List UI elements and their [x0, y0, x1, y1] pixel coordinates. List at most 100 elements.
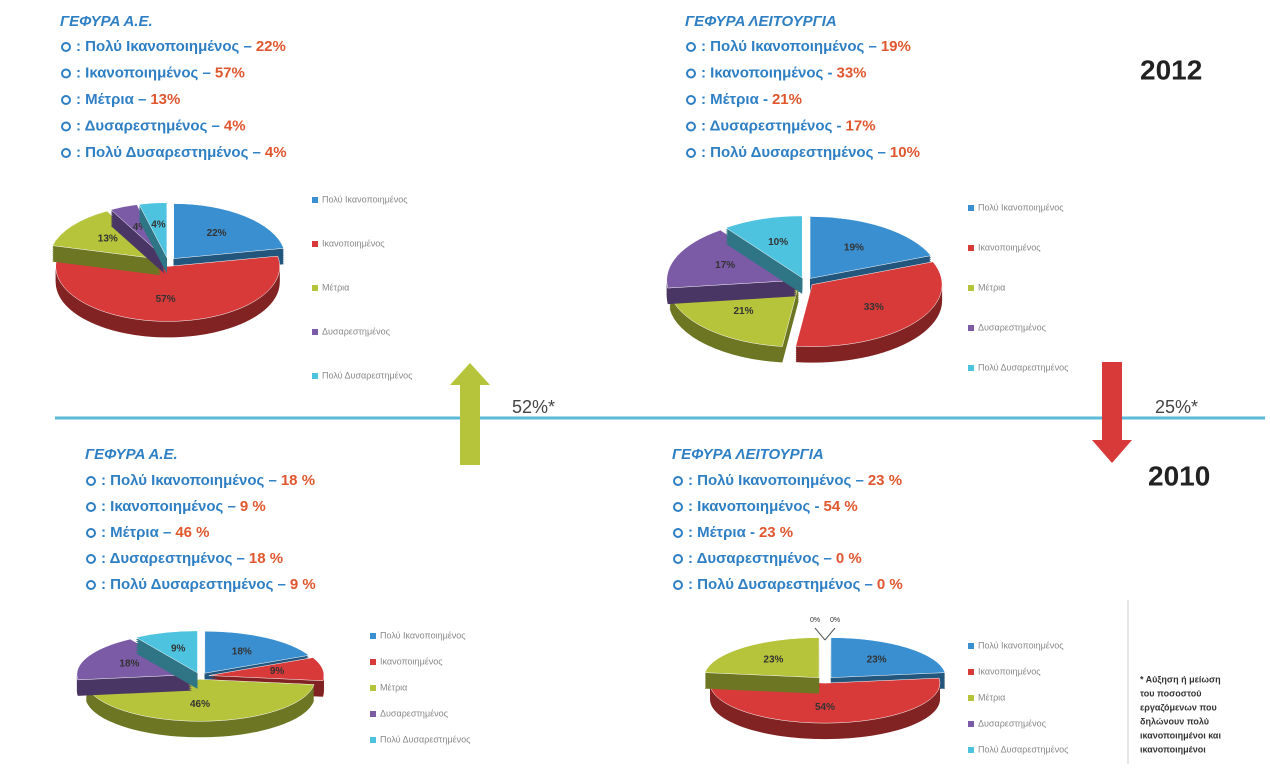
summary-pct: 23 % — [868, 472, 902, 489]
zero-leader — [814, 627, 826, 641]
summary-pct: 9 % — [290, 576, 316, 593]
value-label: 54% — [815, 702, 835, 713]
legend-label: Πολύ Δυσαρεστημένος — [978, 362, 1069, 372]
slice-top — [208, 657, 325, 682]
pie-slice — [824, 627, 836, 641]
value-label: 21% — [733, 306, 753, 317]
value-label: 18% — [232, 647, 252, 658]
summary-pct: 4% — [224, 117, 246, 134]
summary-line: : Ικανοποιημένος -33% — [701, 64, 867, 81]
summary-line: : Πολύ Ικανοποιημένος –19% — [701, 38, 911, 55]
legend-swatch — [312, 285, 318, 291]
summary-pct: 54 % — [823, 498, 857, 515]
footnote-line: εργαζόμενων που — [1140, 702, 1217, 712]
summary-pct: 17% — [846, 117, 876, 134]
legend-swatch — [312, 329, 318, 335]
value-label: 4% — [133, 222, 148, 233]
legend-label: Δυσαρεστημένος — [978, 718, 1047, 728]
value-label: 33% — [864, 302, 884, 313]
legend-label: Πολύ Δυσαρεστημένος — [978, 744, 1069, 754]
pie-slice — [110, 204, 165, 274]
pie-slice — [138, 202, 168, 274]
summary-icon — [86, 476, 96, 486]
value-label: 0% — [830, 617, 840, 624]
legend-swatch — [312, 197, 318, 203]
summary-pct: 10% — [890, 144, 920, 161]
legend-label: Δυσαρεστημένος — [978, 322, 1047, 332]
slice-top — [135, 630, 198, 674]
chart-title: ΓΕΦΥΡΑ ΛΕΙΤΟΥΡΓΙΑ — [672, 446, 824, 463]
legend-label: Δυσαρεστημένος — [380, 708, 449, 718]
legend-swatch — [370, 711, 376, 717]
summary-line: : Πολύ Δυσαρεστημένος –10% — [701, 144, 920, 161]
summary-icon — [686, 121, 696, 132]
legend-swatch — [968, 325, 974, 331]
summary-icon — [61, 42, 71, 52]
footnote-line: ικανοποιημένοι — [1140, 744, 1206, 754]
summary-line: : Δυσαρεστημένος –4% — [76, 117, 246, 134]
summary-pct: 19% — [881, 38, 911, 55]
summary-pct: 57% — [215, 64, 245, 81]
summary-icon — [673, 554, 683, 564]
pie-slice — [76, 638, 193, 696]
legend-label: Πολύ Δυσαρεστημένος — [322, 370, 413, 380]
value-label: 22% — [207, 228, 227, 239]
summary-icon — [86, 502, 96, 512]
summary-pct: 33% — [836, 64, 866, 81]
summary-line: : Πολύ Ικανοποιημένος –23 % — [688, 472, 902, 489]
pie-slice — [52, 210, 162, 276]
legend-swatch — [312, 241, 318, 247]
slice-top — [173, 203, 285, 259]
summary-label: : Μέτρια - — [688, 524, 755, 541]
summary-icon — [686, 95, 696, 105]
value-label: 9% — [171, 643, 186, 654]
summary-icon — [86, 528, 96, 538]
pie-slice — [809, 216, 932, 295]
legend-label: Μέτρια — [978, 692, 1005, 702]
summary-label: : Πολύ Δυσαρεστημένος – — [688, 576, 873, 593]
slice-top — [138, 202, 168, 258]
legend-label: Ικανοποιημένος — [978, 666, 1041, 676]
slice-top — [704, 637, 820, 678]
summary-label: : Ικανοποιημένος - — [688, 498, 819, 515]
summary-line: : Μέτρια –46 % — [101, 524, 210, 541]
summary-icon — [86, 554, 96, 564]
summary-icon — [673, 502, 683, 512]
pie-slice — [55, 252, 280, 338]
pie-slice — [704, 637, 820, 694]
legend-label: Πολύ Ικανοποιημένος — [978, 640, 1064, 650]
change-up: 52%* — [512, 397, 555, 417]
summary-pct: 9 % — [240, 498, 266, 515]
summary-icon — [61, 95, 71, 105]
chart-title: ΓΕΦΥΡΑ Α.Ε. — [60, 13, 153, 30]
summary-label: : Πολύ Δυσαρεστημένος – — [76, 144, 261, 161]
summary-line: : Πολύ Δυσαρεστημένος –4% — [76, 144, 287, 161]
year-2012: 2012 — [1140, 54, 1202, 85]
legend-swatch — [968, 695, 974, 701]
pie-slice — [135, 630, 198, 689]
summary-pct: 23 % — [759, 524, 793, 541]
slice-top — [110, 204, 165, 259]
change-down: 25%* — [1155, 397, 1198, 417]
summary-icon — [686, 42, 696, 52]
summary-line: : Μέτρια –13% — [76, 91, 180, 108]
summary-icon — [86, 580, 96, 590]
chart-title: ΓΕΦΥΡΑ Α.Ε. — [85, 446, 178, 463]
legend-swatch — [968, 669, 974, 675]
legend-swatch — [968, 365, 974, 371]
summary-label: : Μέτρια – — [101, 524, 171, 541]
summary-pct: 0 % — [877, 576, 903, 593]
value-label: 46% — [190, 699, 210, 710]
summary-label: : Πολύ Δυσαρεστημένος – — [701, 144, 886, 161]
value-label: 57% — [156, 294, 176, 305]
footnote-line: δηλώνουν πολύ — [1140, 716, 1209, 726]
legend-label: Πολύ Ικανοποιημένος — [380, 630, 466, 640]
footnote-line: του ποσοστού — [1140, 688, 1201, 698]
summary-label: : Δυσαρεστημένος – — [76, 117, 220, 134]
legend-label: Μέτρια — [978, 282, 1005, 292]
summary-pct: 13% — [150, 91, 180, 108]
slice-top — [204, 630, 310, 674]
summary-line: : Μέτρια -21% — [701, 91, 802, 108]
summary-pct: 18 % — [249, 550, 283, 567]
